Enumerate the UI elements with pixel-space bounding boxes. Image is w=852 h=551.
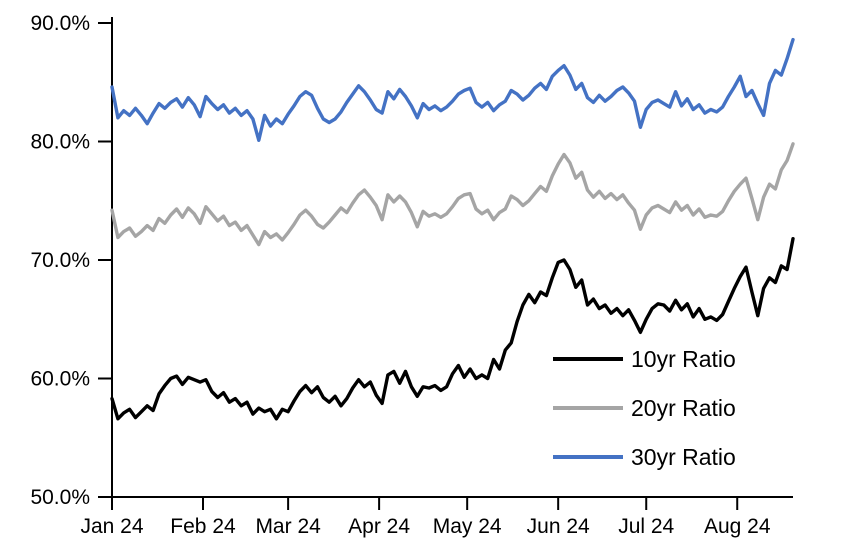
x-tick-label: Aug 24 — [704, 515, 771, 538]
x-tick-label: Jan 24 — [80, 515, 143, 538]
legend-label-10yr: 10yr Ratio — [631, 345, 736, 372]
x-tick-label: Apr 24 — [348, 515, 410, 538]
legend-swatch-20yr — [553, 406, 623, 410]
y-tick-label: 80.0% — [30, 131, 90, 154]
y-tick-label: 50.0% — [30, 486, 90, 509]
y-tick-label: 60.0% — [30, 368, 90, 391]
x-tick-label: Jun 24 — [527, 515, 590, 538]
series-10yr-ratio — [110, 236, 795, 421]
legend-item-10yr-ratio: 10yr Ratio — [553, 341, 736, 377]
x-tick-label: Feb 24 — [170, 515, 236, 538]
legend-swatch-10yr — [553, 357, 623, 361]
y-tick-label: 90.0% — [30, 12, 90, 35]
legend-item-30yr-ratio: 30yr Ratio — [553, 439, 736, 475]
chart-legend: 10yr Ratio 20yr Ratio 30yr Ratio — [553, 341, 736, 475]
legend-item-20yr-ratio: 20yr Ratio — [553, 390, 736, 426]
x-tick-label: Jul 24 — [618, 515, 674, 538]
x-tick-label: Mar 24 — [255, 515, 321, 538]
x-tick-label: May 24 — [433, 515, 502, 538]
series-20yr-ratio — [110, 142, 795, 247]
legend-label-30yr: 30yr Ratio — [631, 443, 736, 470]
legend-swatch-30yr — [553, 455, 623, 459]
series-30yr-ratio — [110, 37, 795, 143]
y-tick-label: 70.0% — [30, 249, 90, 272]
legend-label-20yr: 20yr Ratio — [631, 394, 736, 421]
